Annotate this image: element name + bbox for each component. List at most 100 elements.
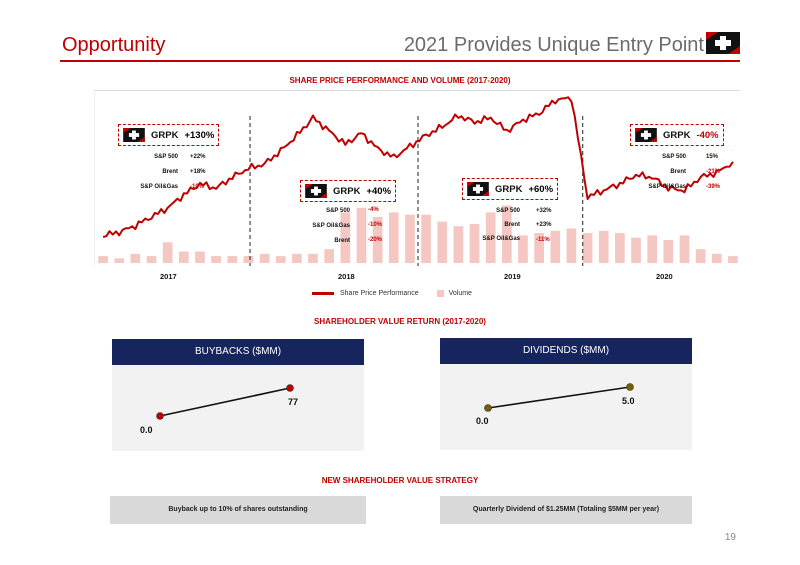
- volume-bar: [259, 253, 270, 263]
- volume-bar: [453, 226, 464, 263]
- badge-performance: +130%: [184, 129, 215, 141]
- volume-bar: [405, 214, 415, 263]
- company-logo-icon: [706, 32, 740, 54]
- badge-ticker: GRPK: [151, 129, 179, 141]
- stat-label: Brent: [504, 222, 520, 228]
- strategy-buyback-box: Buyback up to 10% of shares outstanding: [110, 496, 366, 524]
- buybacks-line-chart: [156, 384, 294, 420]
- volume-bar: [275, 256, 286, 263]
- volume-bar: [550, 230, 561, 263]
- buybacks-panel: BUYBACKS ($MM) 0.0 77: [112, 339, 364, 451]
- legend-bar-label: Volume: [448, 290, 472, 297]
- volume-bar: [582, 233, 593, 263]
- strategy-title: NEW SHAREHOLDER VALUE STRATEGY: [321, 476, 479, 485]
- stat-value: -20%: [368, 237, 383, 243]
- grpk-logo-icon: [305, 184, 327, 198]
- buybacks-trend-line: [159, 387, 291, 417]
- stat-label: S&P Oil&Gas: [648, 184, 686, 190]
- volume-bar: [227, 256, 238, 263]
- legend-bar-swatch: [436, 290, 444, 297]
- stat-value: +23%: [536, 222, 552, 228]
- volume-bar: [195, 251, 205, 263]
- volume-bar: [485, 212, 496, 263]
- badge-performance: +40%: [366, 185, 392, 197]
- buybacks-panel-body: 0.0 77: [112, 365, 364, 451]
- dividends-panel-title: DIVIDENDS ($MM): [440, 338, 692, 364]
- volume-bar: [114, 258, 125, 263]
- volume-bar: [728, 256, 738, 263]
- grpk-logo-icon: [635, 128, 657, 142]
- volume-bar: [356, 207, 367, 263]
- volume-bar: [679, 235, 690, 263]
- volume-bar: [130, 253, 141, 263]
- period-badge-2019: GRPK +60%: [462, 178, 559, 200]
- buybacks-panel-title: BUYBACKS ($MM): [112, 339, 364, 365]
- badge-ticker: GRPK: [495, 183, 523, 195]
- volume-bar: [211, 256, 221, 263]
- volume-bar: [566, 228, 577, 263]
- year-label-2020: 2020: [656, 272, 673, 281]
- legend-line-label: Share Price Performance: [340, 290, 419, 297]
- buybacks-start-point: [156, 412, 164, 420]
- stat-label: S&P 500: [662, 154, 686, 160]
- dividends-line-chart: [484, 383, 634, 412]
- grpk-logo-icon: [123, 128, 145, 142]
- volume-bar: [146, 256, 157, 263]
- dividends-start-value: 0.0: [476, 416, 489, 426]
- volume-bar: [631, 237, 641, 263]
- stat-label: S&P Oil&Gas: [482, 236, 520, 242]
- page-number: 19: [724, 532, 736, 543]
- stat-label: S&P 500: [496, 208, 520, 214]
- badge-ticker: GRPK: [333, 185, 361, 197]
- share-price-line: [102, 96, 734, 238]
- volume-bar: [695, 249, 706, 263]
- header-rule: [60, 60, 740, 62]
- buybacks-end-value: 77: [288, 397, 299, 407]
- stat-value: -21%: [706, 169, 721, 175]
- volume-bar: [324, 249, 335, 263]
- stat-label: Brent: [670, 169, 686, 175]
- volume-bar: [647, 235, 658, 263]
- volume-bar: [534, 233, 544, 263]
- volume-bar: [711, 253, 722, 263]
- volume-bar: [292, 253, 302, 263]
- chart-plot: [98, 96, 738, 266]
- stat-value: -10%: [190, 184, 205, 190]
- period-badge-2020: GRPK -40%: [630, 124, 724, 146]
- volume-bar: [615, 233, 625, 263]
- stat-label: Brent: [334, 238, 350, 244]
- period-badge-2017: GRPK +130%: [118, 124, 220, 146]
- dividends-end-value: 5.0: [622, 396, 635, 406]
- stat-value: -11%: [536, 237, 550, 243]
- badge-ticker: GRPK: [663, 129, 691, 141]
- dividends-panel: DIVIDENDS ($MM) 0.0 5.0: [440, 338, 692, 450]
- volume-bar: [469, 223, 480, 263]
- stat-value: -10%: [368, 222, 383, 228]
- volume-bar: [243, 256, 254, 263]
- year-label-2018: 2018: [338, 272, 355, 281]
- volume-bar: [437, 221, 448, 263]
- legend-line-swatch: [312, 292, 334, 295]
- volume-bar: [340, 212, 351, 263]
- stat-label: S&P 500: [154, 154, 178, 160]
- volume-bar: [178, 251, 189, 263]
- stat-value: 15%: [706, 154, 719, 160]
- period-badge-2018: GRPK +40%: [300, 180, 397, 202]
- stat-label: S&P Oil&Gas: [312, 223, 350, 229]
- volume-bar: [162, 242, 173, 263]
- stat-value: -4%: [368, 207, 379, 213]
- stat-value: +22%: [190, 154, 206, 160]
- section-title: Opportunity: [62, 34, 166, 56]
- strategy-dividend-box: Quarterly Dividend of $1.25MM (Totaling …: [440, 496, 692, 524]
- dividends-panel-body: 0.0 5.0: [440, 364, 692, 450]
- stat-label: S&P Oil&Gas: [140, 184, 178, 190]
- volume-bar: [598, 230, 609, 263]
- shareholder-value-title: SHAREHOLDER VALUE RETURN (2017-2020): [314, 317, 486, 326]
- buybacks-start-value: 0.0: [140, 425, 153, 435]
- volume-bar: [372, 217, 383, 263]
- stat-value: +32%: [536, 208, 552, 214]
- volume-bar: [421, 214, 431, 263]
- volume-bar: [308, 253, 318, 263]
- stat-label: S&P 500: [326, 208, 350, 214]
- chart-legend: Share Price Performance Volume: [312, 290, 472, 297]
